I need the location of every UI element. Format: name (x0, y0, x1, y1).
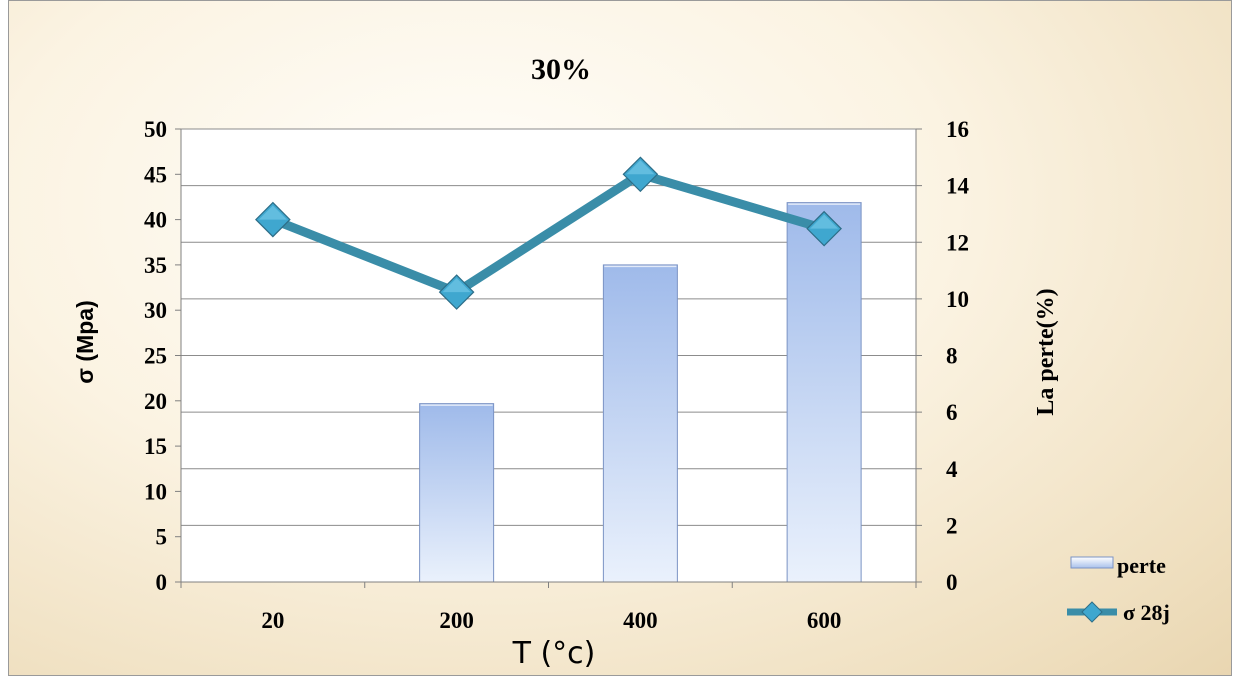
chart-svg: 0 5 10 15 20 25 30 35 40 45 50 0 2 4 6 8 10 12 14 16 20 200 40… (72, 53, 1170, 671)
y-left-tick-label: 35 (144, 253, 167, 278)
legend-perte-swatch (1070, 556, 1114, 569)
y-left-tick-label: 20 (144, 389, 167, 414)
point-sigma-shine (258, 205, 287, 220)
y-left-tick-label: 10 (144, 479, 167, 504)
chart-area: 0 5 10 15 20 25 30 35 40 45 50 0 2 4 6 8 10 12 14 16 20 200 40… (8, 0, 1232, 676)
x-tick-label: 20 (261, 608, 284, 633)
y-right-tick-label: 12 (946, 230, 969, 255)
grid-lines (181, 128, 916, 526)
y-right-tick-label: 0 (946, 570, 958, 595)
y-left-tick-label: 50 (144, 117, 167, 142)
x-tick-label: 200 (439, 608, 474, 633)
point-sigma-shine (626, 160, 655, 175)
y-right-tick-label: 4 (946, 457, 958, 482)
x-tick-label: 600 (807, 608, 842, 633)
y-left-tick-label: 40 (144, 208, 167, 233)
y-left-tick-label: 45 (144, 162, 167, 187)
bar-perte (419, 403, 495, 583)
bar-series (419, 202, 862, 583)
y-right-tick-label: 8 (946, 344, 958, 369)
point-sigma-shine (442, 278, 471, 293)
chart-title: 30% (531, 53, 591, 86)
legend-perte-label: perte (1117, 553, 1166, 578)
line-series (255, 156, 842, 310)
axis-ticks (175, 128, 922, 588)
bar-perte (786, 202, 862, 583)
y-right-tick-label: 2 (946, 513, 958, 538)
y-axis-left-title: σ (Mpa) (72, 300, 98, 383)
y-left-tick-label: 0 (156, 570, 168, 595)
legend-sigma-marker (1081, 601, 1103, 623)
y-left-tick-label: 5 (156, 525, 168, 550)
y-left-tick-label: 30 (144, 298, 167, 323)
bar-perte (602, 264, 678, 583)
y-right-tick-label: 14 (946, 174, 970, 199)
y-left-tick-label: 15 (144, 434, 167, 459)
point-sigma-shine (810, 214, 839, 229)
legend: perte σ 28j (1067, 553, 1170, 625)
x-axis-title: T (°c) (512, 636, 596, 671)
y-right-tick-label: 16 (946, 117, 969, 142)
y-right-tick-label: 6 (946, 400, 958, 425)
tick-labels: 0 5 10 15 20 25 30 35 40 45 50 0 2 4 6 8 10 12 14 16 20 200 40… (144, 117, 970, 633)
y-right-tick-label: 10 (946, 287, 969, 312)
x-tick-label: 400 (623, 608, 658, 633)
series-line-sigma (268, 169, 829, 297)
legend-sigma-label: σ 28j (1123, 600, 1170, 625)
y-axis-right-title: La perte(%) (1033, 288, 1059, 415)
y-left-tick-label: 25 (144, 344, 167, 369)
